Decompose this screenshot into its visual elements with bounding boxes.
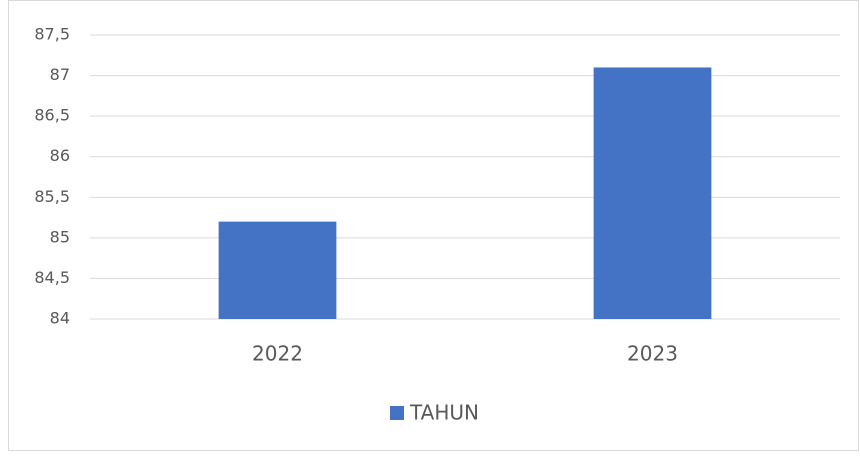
y-tick-label: 84,5 <box>34 268 70 287</box>
y-tick-label: 87,5 <box>34 25 70 44</box>
x-tick-label: 2023 <box>627 342 678 366</box>
legend-swatch <box>390 406 404 420</box>
x-tick-label: 2022 <box>252 342 303 366</box>
chart-frame <box>8 0 859 451</box>
y-tick-label: 86,5 <box>34 106 70 125</box>
y-tick-label: 86 <box>50 146 70 165</box>
legend-label: TAHUN <box>409 401 479 425</box>
bar <box>218 221 337 319</box>
y-tick-label: 85,5 <box>34 187 70 206</box>
y-tick-label: 85 <box>50 227 70 246</box>
y-tick-label: 84 <box>50 309 70 328</box>
y-tick-label: 87 <box>50 65 70 84</box>
bar <box>593 67 712 319</box>
